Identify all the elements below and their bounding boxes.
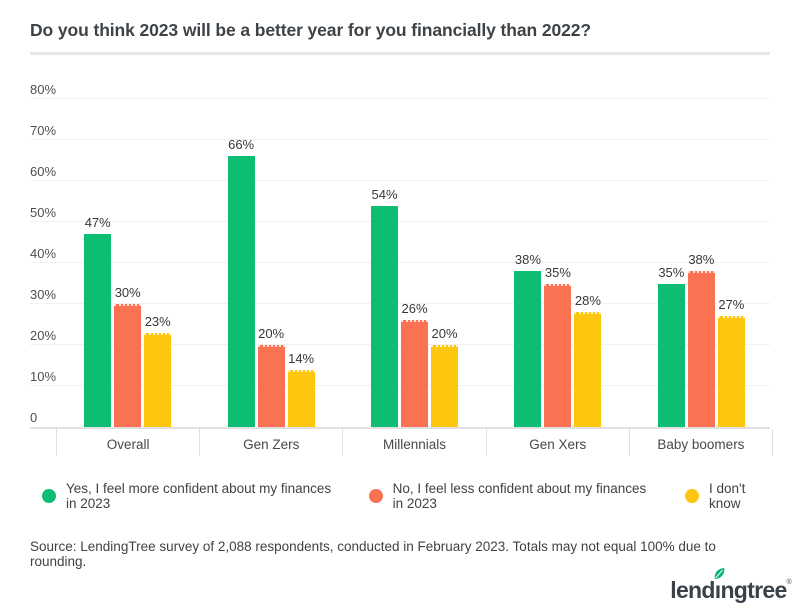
bar-value-label: 35%	[658, 264, 685, 280]
gridline	[30, 180, 770, 181]
bar	[287, 369, 315, 427]
gridline	[30, 221, 770, 222]
legend-swatch	[42, 489, 56, 503]
bar-column: 28%	[574, 293, 602, 427]
bar	[114, 304, 142, 427]
category-label: Overall	[56, 429, 199, 456]
legend-item: I don't know	[685, 481, 770, 511]
category-label: Baby boomers	[628, 429, 774, 456]
bar-value-label: 66%	[228, 137, 255, 153]
bar	[401, 320, 429, 427]
bar-value-label: 35%	[544, 264, 571, 280]
logo-text-pre: lend	[670, 577, 715, 603]
y-axis-label: 80%	[30, 82, 57, 97]
leaf-icon	[714, 567, 725, 580]
bar-column: 35%	[657, 264, 685, 427]
bar-value-label: 20%	[258, 326, 285, 341]
bar-column: 23%	[144, 313, 172, 427]
bar	[227, 156, 255, 427]
bar	[657, 283, 685, 427]
y-axis-label: 10%	[30, 369, 57, 384]
plot-area: 0 10% 20% 30% 40% 50% 60% 70% 80% 47% 30% 23% 66% 20%…	[30, 83, 773, 429]
gridline	[30, 98, 770, 99]
bar-column: 30%	[114, 285, 142, 427]
bar-value-label: 28%	[574, 293, 601, 309]
bar-group: 38% 35% 28%	[486, 101, 629, 427]
bar	[574, 312, 602, 427]
footer: lend ıngtree®	[670, 567, 792, 603]
bar-column: 35%	[544, 264, 572, 427]
bar	[84, 234, 112, 427]
category-label: Gen Zers	[199, 429, 342, 456]
bar	[257, 345, 285, 427]
y-axis-label: 20%	[30, 328, 57, 343]
legend-item: Yes, I feel more confident about my fina…	[42, 481, 342, 511]
bar-value-label: 23%	[144, 313, 171, 329]
gridline	[30, 303, 770, 304]
bar-group: 35% 38% 27%	[630, 101, 773, 427]
bar-column: 14%	[287, 350, 315, 427]
bar	[371, 205, 399, 427]
page-title: Do you think 2023 will be a better year …	[30, 20, 591, 40]
y-axis-label: 50%	[30, 205, 57, 220]
y-axis-label: 60%	[30, 164, 57, 179]
bar-column: 38%	[687, 252, 715, 427]
category-label: Millennials	[342, 429, 485, 456]
bar-group: 66% 20% 14%	[199, 101, 342, 427]
bar-column: 47%	[84, 215, 112, 427]
gridline	[30, 139, 770, 140]
bar	[687, 271, 715, 427]
bar	[514, 271, 542, 427]
legend-label: Yes, I feel more confident about my fina…	[66, 481, 332, 511]
gridline	[30, 385, 770, 386]
bar-value-label: 14%	[288, 350, 315, 366]
logo-text-post: ngtree	[720, 577, 787, 603]
bar	[544, 283, 572, 427]
registered-mark: ®	[786, 579, 792, 586]
bar-column: 27%	[717, 297, 745, 427]
bar-value-label: 54%	[371, 186, 398, 202]
bar	[717, 316, 745, 427]
y-axis-label: 0	[30, 410, 38, 425]
logo-text-i: ı	[714, 577, 721, 603]
bar	[144, 332, 172, 427]
bar-column: 20%	[257, 326, 285, 427]
bar-column: 66%	[227, 137, 255, 427]
bar-chart: 0 10% 20% 30% 40% 50% 60% 70% 80% 47% 30% 23% 66% 20%…	[30, 83, 774, 456]
category-label: Gen Xers	[485, 429, 629, 456]
y-axis-label: 30%	[30, 287, 57, 302]
lendingtree-logo: lend ıngtree®	[670, 567, 792, 603]
legend-swatch	[685, 489, 700, 503]
bar	[431, 345, 459, 427]
bar-value-label: 38%	[688, 252, 715, 268]
bar-column: 54%	[371, 186, 399, 427]
gridline	[30, 344, 770, 345]
legend-label: No, I feel less confident about my finan…	[392, 481, 647, 511]
bar-value-label: 47%	[84, 215, 111, 231]
title-divider	[30, 52, 770, 55]
legend: Yes, I feel more confident about my fina…	[30, 481, 770, 511]
bar-value-label: 27%	[718, 297, 745, 313]
bar-value-label: 20%	[431, 326, 458, 341]
bar-column: 26%	[401, 301, 429, 427]
bar-value-label: 38%	[514, 252, 541, 268]
legend-swatch	[368, 489, 383, 503]
bar-value-label: 26%	[401, 301, 428, 317]
category-axis: Overall Gen Zers Millennials Gen Xers Baby b…	[56, 429, 774, 456]
source-note: Source: LendingTree survey of 2,088 resp…	[30, 539, 716, 569]
gridline	[30, 262, 770, 263]
legend-label: I don't know	[709, 481, 746, 511]
infographic: Do you think 2023 will be a better year …	[30, 20, 774, 569]
y-axis-label: 70%	[30, 123, 57, 138]
bar-group: 54% 26% 20%	[343, 101, 486, 427]
bar-column: 38%	[514, 252, 542, 427]
legend-item: No, I feel less confident about my finan…	[368, 481, 658, 511]
bar-groups: 47% 30% 23% 66% 20% 14% 54% 26% 20% 38% 35% 28% 35% 3…	[56, 101, 773, 427]
bar-column: 20%	[431, 326, 459, 427]
y-axis-label: 40%	[30, 246, 57, 261]
bar-group: 47% 30% 23%	[56, 101, 199, 427]
bar-value-label: 30%	[114, 285, 141, 300]
